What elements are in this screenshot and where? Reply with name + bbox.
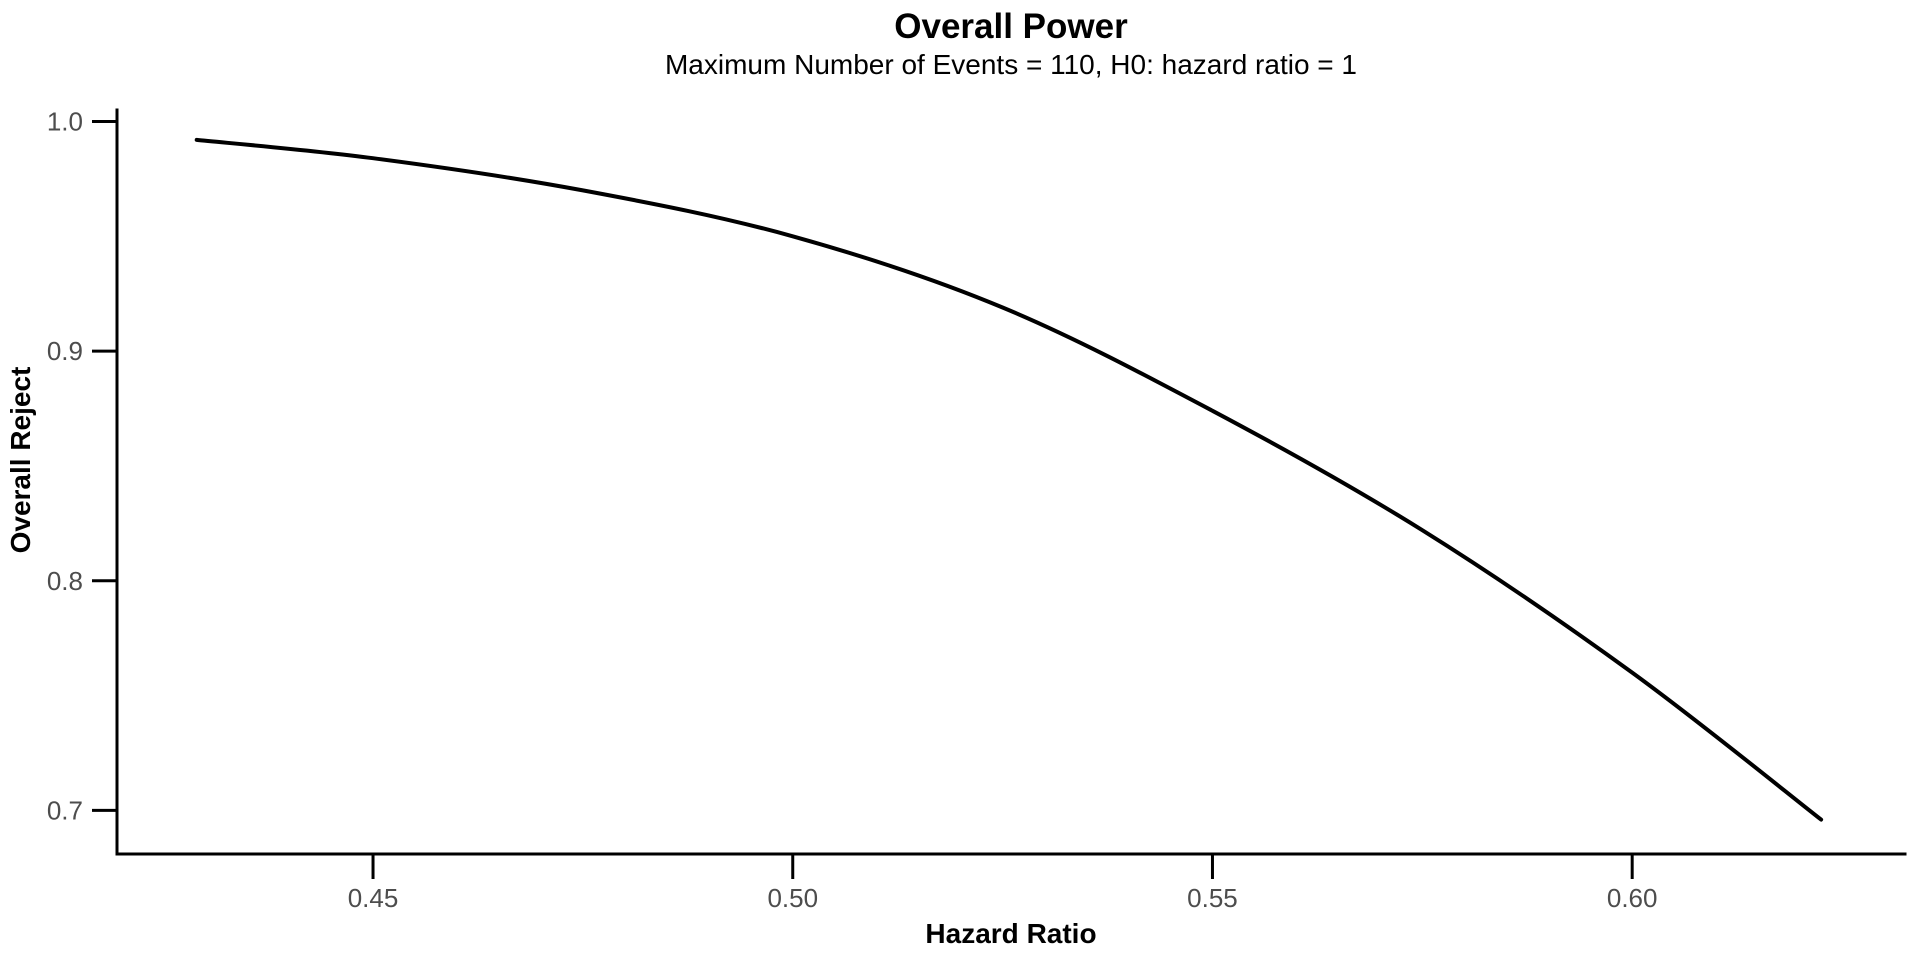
x-tick-label: 0.50 [767,883,818,913]
x-tick-label: 0.55 [1187,883,1238,913]
power-curve-line [194,137,1824,822]
series-layer [194,137,1824,822]
chart-title: Overall Power [894,7,1128,46]
y-tick-label: 0.7 [47,795,83,825]
chart-subtitle: Maximum Number of Events = 110, H0: haza… [665,49,1357,80]
y-tick-label: 0.8 [47,566,83,596]
x-tick-label: 0.60 [1607,883,1658,913]
y-tick-label: 0.9 [47,336,83,366]
x-tick-label: 0.45 [348,883,399,913]
x-axis-title: Hazard Ratio [925,918,1096,949]
y-tick-label: 1.0 [47,107,83,137]
axes-layer: 0.7 0.8 0.9 1.0 0.45 0.50 0.55 0.60 [47,107,1907,913]
axis-frame [115,108,1907,856]
y-axis-title: Overall Reject [5,367,36,554]
